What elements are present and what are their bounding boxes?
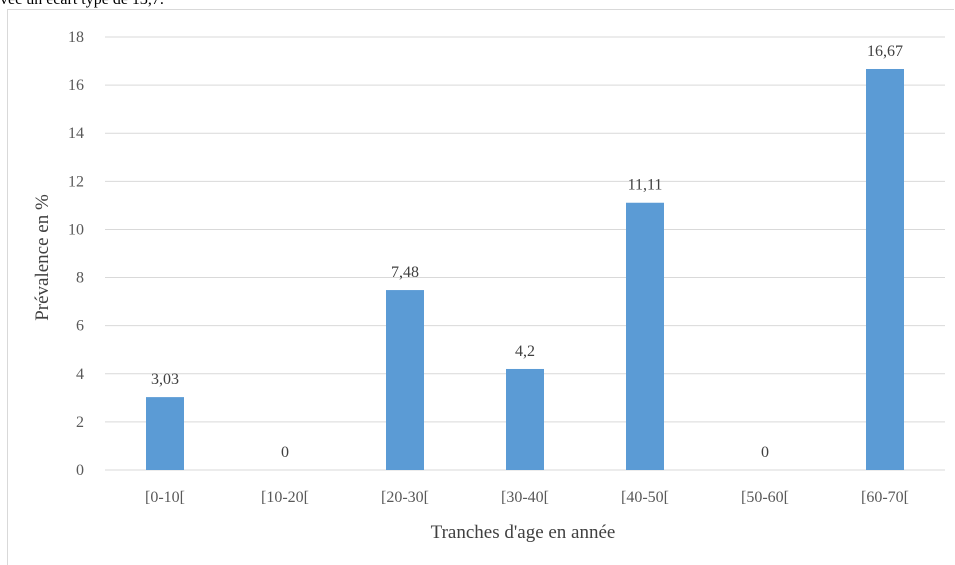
bar xyxy=(866,68,904,470)
x-tick-label: [30-40[ xyxy=(501,489,549,506)
bar xyxy=(146,397,184,470)
y-tick-label: 2 xyxy=(76,414,84,431)
x-tick-label: [0-10[ xyxy=(145,489,185,506)
data-label: 11,11 xyxy=(628,177,663,194)
caption-fragment: vec un écart type de 13,7. xyxy=(0,0,164,9)
data-labels: 3,03 0 7,48 4,2 11,11 0 16,67 xyxy=(151,43,903,461)
data-label: 7,48 xyxy=(391,264,419,281)
y-tick-label: 0 xyxy=(76,462,84,479)
x-tick-label: [60-70[ xyxy=(861,489,909,506)
bar xyxy=(506,368,544,470)
chart-frame xyxy=(7,9,954,565)
data-label: 16,67 xyxy=(867,43,903,60)
gridlines xyxy=(105,36,945,471)
y-axis-title: Prévalence en % xyxy=(32,194,53,321)
data-label: 4,2 xyxy=(515,343,535,360)
x-axis-ticks: [0-10[ [10-20[ [20-30[ [30-40[ [40-50[ [50-60… xyxy=(145,489,909,506)
y-tick-label: 16 xyxy=(68,77,84,94)
y-tick-label: 10 xyxy=(68,221,84,238)
y-tick-label: 18 xyxy=(68,29,84,46)
x-tick-label: [40-50[ xyxy=(621,489,669,506)
data-label: 0 xyxy=(761,444,769,461)
bar xyxy=(626,202,664,470)
x-tick-label: [50-60[ xyxy=(741,489,789,506)
y-tick-label: 8 xyxy=(76,270,84,287)
y-axis-ticks: 0 2 4 6 8 10 12 14 16 18 xyxy=(68,29,84,479)
x-tick-label: [20-30[ xyxy=(381,489,429,506)
y-tick-label: 12 xyxy=(68,173,84,190)
y-tick-label: 14 xyxy=(68,125,84,142)
data-label: 3,03 xyxy=(151,371,179,388)
bars xyxy=(146,68,904,470)
y-tick-label: 6 xyxy=(76,318,84,335)
x-tick-label: [10-20[ xyxy=(261,489,309,506)
x-axis-title: Tranches d'age en année xyxy=(431,522,616,543)
bar xyxy=(386,290,424,470)
data-label: 0 xyxy=(281,444,289,461)
y-tick-label: 4 xyxy=(76,366,84,383)
